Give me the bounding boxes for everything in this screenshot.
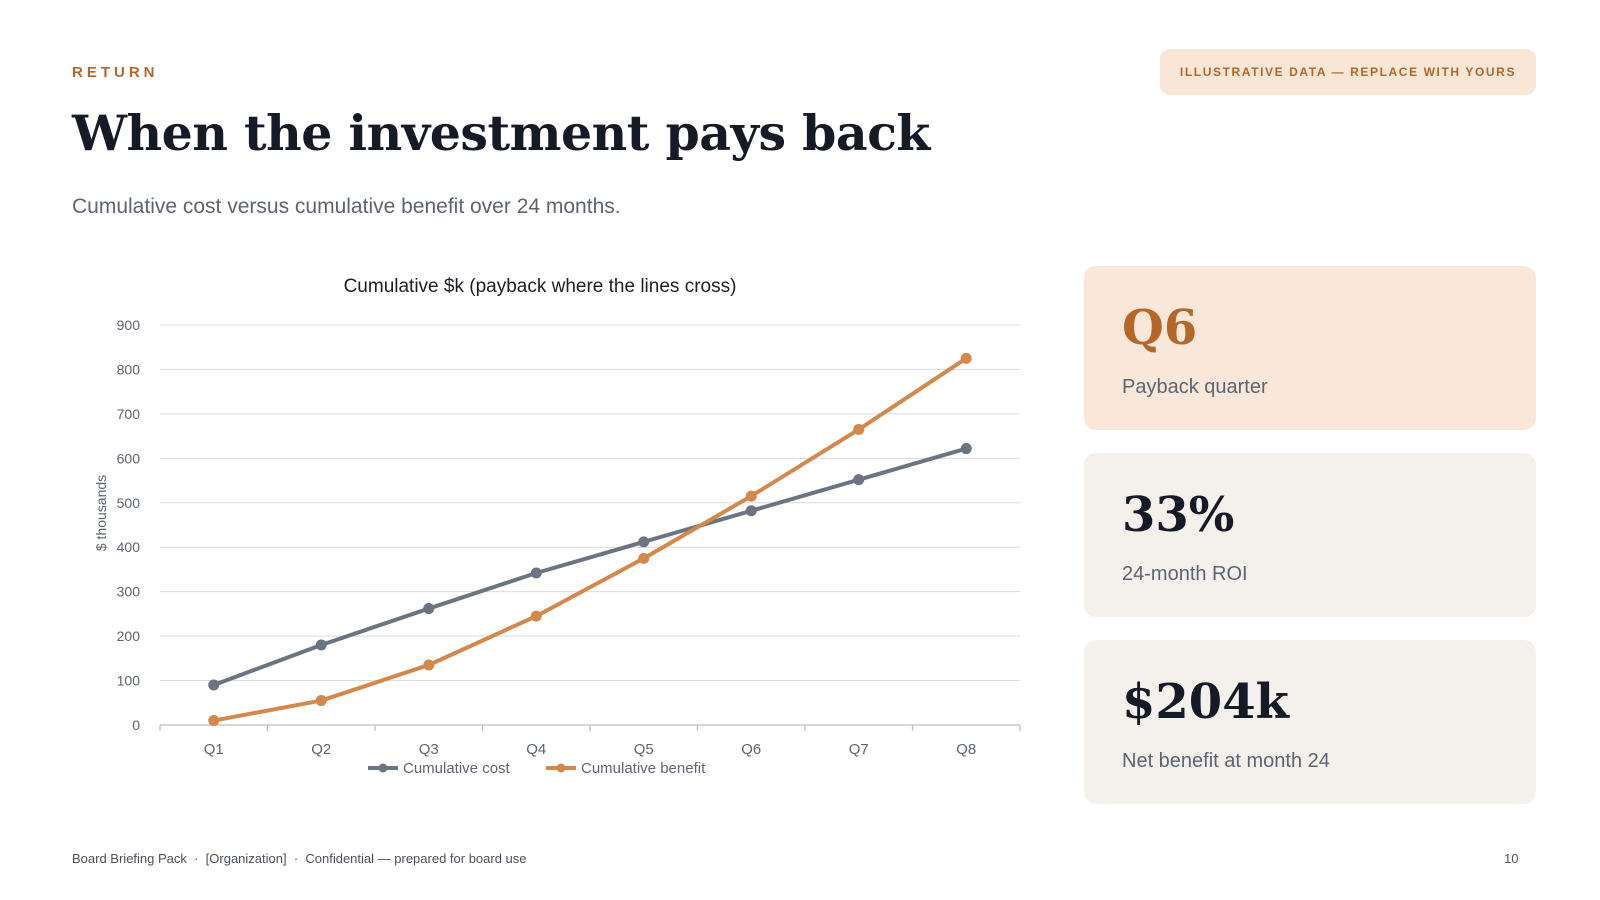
legend-label: Cumulative benefit (581, 760, 706, 777)
illustrative-data-badge: ILLUSTRATIVE DATA — REPLACE WITH YOURS (1160, 49, 1536, 95)
payback-line-chart: Cumulative $k (payback where the lines c… (93, 276, 1021, 777)
y-axis-label: $ thousands (93, 475, 109, 551)
y-tick-label: 600 (117, 450, 141, 466)
data-point (853, 474, 865, 486)
legend-label: Cumulative cost (403, 760, 511, 777)
kpi-value: 33% (1122, 487, 1235, 543)
kpi-card-payback: Q6 Payback quarter (1084, 266, 1536, 430)
y-tick-label: 400 (117, 539, 141, 555)
kpi-label: Net benefit at month 24 (1122, 750, 1330, 772)
y-tick-label: 300 (117, 584, 141, 600)
y-tick-label: 700 (117, 406, 141, 422)
series-line (211, 356, 969, 723)
chart-title: Cumulative $k (payback where the lines c… (344, 276, 737, 297)
x-tick-label: Q2 (311, 741, 331, 758)
data-point (315, 639, 327, 651)
kpi-label: Payback quarter (1122, 376, 1268, 398)
y-tick-label: 100 (117, 673, 141, 689)
x-tick-label: Q1 (204, 741, 224, 758)
kpi-value: Q6 (1122, 300, 1198, 356)
kpi-label: 24-month ROI (1122, 563, 1248, 585)
kpi-card-net-benefit: $204k Net benefit at month 24 (1084, 640, 1536, 804)
data-point (960, 352, 972, 364)
data-point (638, 552, 650, 564)
data-point (530, 610, 542, 622)
data-point (638, 536, 650, 548)
data-point (745, 505, 757, 517)
data-point (423, 659, 435, 671)
x-tick-label: Q3 (419, 741, 439, 758)
data-point (530, 567, 542, 579)
x-tick-label: Q5 (634, 741, 654, 758)
series-line (211, 446, 969, 687)
data-point (960, 443, 972, 455)
data-point (208, 679, 220, 691)
data-point (208, 715, 220, 727)
x-tick-label: Q4 (526, 741, 546, 758)
footer-text: Board Briefing Pack · [Organization] · C… (72, 851, 527, 866)
kpi-value: $204k (1122, 674, 1289, 730)
y-tick-label: 200 (117, 628, 141, 644)
legend-marker (556, 763, 566, 773)
legend-marker (378, 763, 388, 773)
page-title: When the investment pays back (72, 104, 930, 162)
y-tick-label: 0 (132, 717, 140, 733)
page-subtitle: Cumulative cost versus cumulative benefi… (72, 195, 621, 218)
y-tick-label: 500 (117, 495, 141, 511)
page-number: 10 (1504, 851, 1519, 866)
data-point (745, 490, 757, 502)
kpi-card-roi: 33% 24-month ROI (1084, 453, 1536, 617)
x-tick-label: Q7 (849, 741, 869, 758)
data-point (853, 423, 865, 435)
section-eyebrow: RETURN (72, 64, 159, 81)
y-tick-label: 900 (117, 317, 141, 333)
x-tick-label: Q6 (741, 741, 761, 758)
data-point (315, 695, 327, 707)
data-point (423, 603, 435, 615)
y-tick-label: 800 (117, 361, 141, 377)
x-tick-label: Q8 (956, 741, 976, 758)
